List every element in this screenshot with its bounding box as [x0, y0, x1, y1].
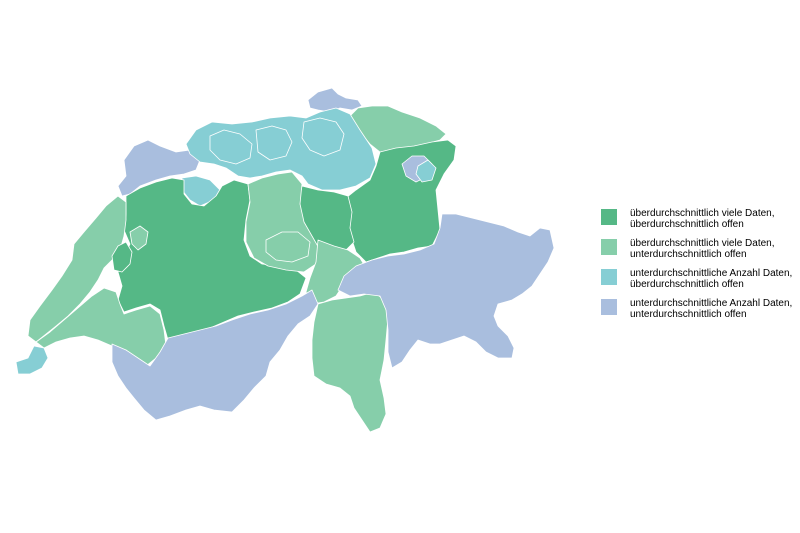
- legend-label-line: überdurchschnittlich viele Daten,: [630, 208, 775, 219]
- legend-label-line: unterdurchschnittliche Anzahl Daten,: [630, 268, 793, 279]
- canton-region: [111, 289, 319, 421]
- canton-region: [15, 345, 49, 375]
- legend-item: unterdurchschnittliche Anzahl Daten, übe…: [601, 268, 799, 298]
- legend-label-line: unterdurchschnittliche Anzahl Daten,: [630, 298, 793, 309]
- canton-region: [301, 117, 345, 157]
- legend-swatch-dark-green: [601, 209, 617, 225]
- canton-region: [265, 231, 311, 263]
- canton-region: [35, 287, 167, 367]
- legend-swatch-cyan: [601, 269, 617, 285]
- legend-swatch-lavender: [601, 299, 617, 315]
- legend-swatch-light-green: [601, 239, 617, 255]
- canton-region: [111, 241, 133, 273]
- canton-region: [129, 225, 149, 251]
- canton-region: [415, 159, 437, 183]
- legend-label-line: unterdurchschnittlich offen: [630, 249, 747, 260]
- canton-region: [307, 87, 363, 113]
- canton-region: [347, 105, 447, 153]
- legend-label-line: überdurchschnittlich viele Daten,: [630, 238, 775, 249]
- legend-item: unterdurchschnittliche Anzahl Daten, unt…: [601, 298, 799, 328]
- canton-region: [117, 139, 201, 197]
- canton-region: [255, 125, 293, 161]
- legend-label-line: überdurchschnittlich offen: [630, 219, 744, 230]
- legend-item: überdurchschnittlich viele Daten, unterd…: [601, 238, 799, 268]
- canton-region: [311, 291, 389, 433]
- canton-region: [337, 213, 555, 369]
- legend-label-line: überdurchschnittlich offen: [630, 279, 744, 290]
- legend-item: überdurchschnittlich viele Daten, überdu…: [601, 208, 799, 238]
- legend: überdurchschnittlich viele Daten, überdu…: [601, 208, 799, 328]
- legend-label-line: unterdurchschnittlich offen: [630, 309, 747, 320]
- canton-region: [209, 129, 253, 165]
